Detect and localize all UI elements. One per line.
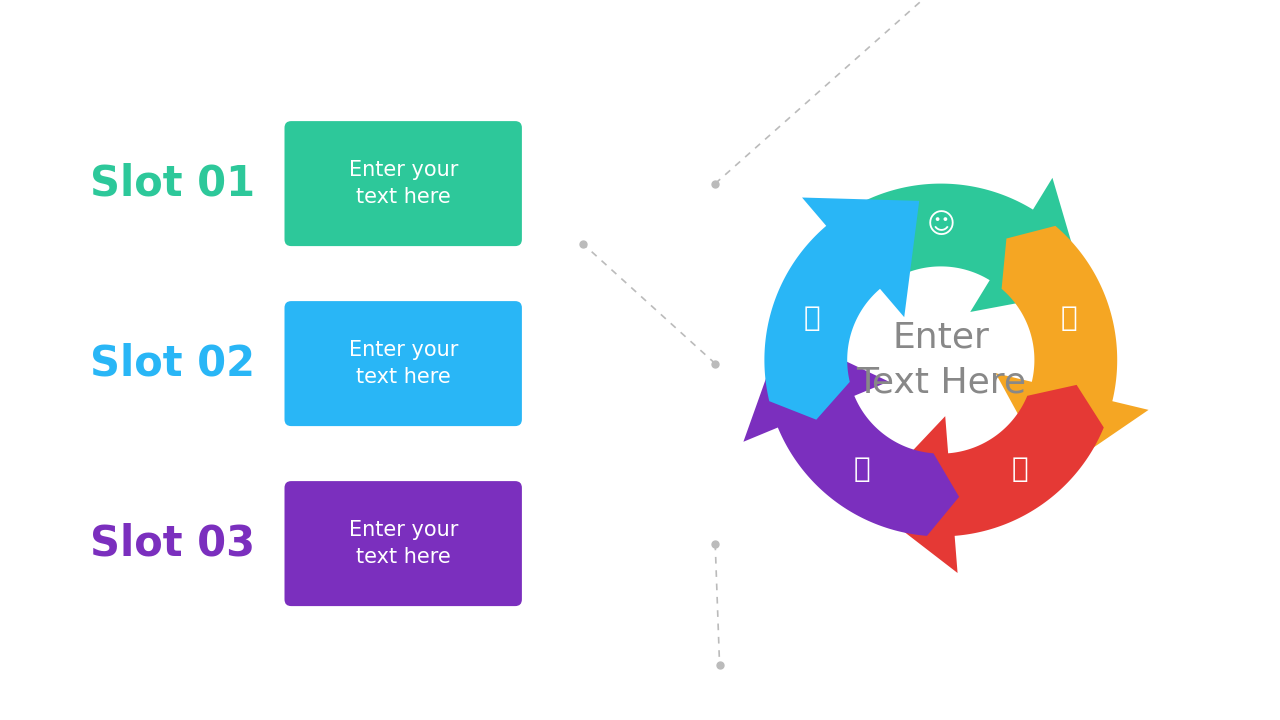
Text: Slot 03: Slot 03 xyxy=(90,523,256,564)
Polygon shape xyxy=(292,137,325,230)
Polygon shape xyxy=(764,197,919,420)
Text: Slot 02: Slot 02 xyxy=(91,343,255,384)
FancyBboxPatch shape xyxy=(284,301,522,426)
Text: Enter your
text here: Enter your text here xyxy=(348,521,458,567)
FancyBboxPatch shape xyxy=(284,481,522,606)
Text: 🔍: 🔍 xyxy=(854,455,870,483)
Text: 💡: 💡 xyxy=(804,305,820,333)
FancyBboxPatch shape xyxy=(284,121,522,246)
Polygon shape xyxy=(292,317,325,410)
Polygon shape xyxy=(996,226,1148,476)
Polygon shape xyxy=(744,331,959,536)
Text: 🏆: 🏆 xyxy=(1061,305,1078,333)
Text: Enter
Text Here: Enter Text Here xyxy=(856,320,1025,400)
Polygon shape xyxy=(846,178,1085,312)
Text: Slot 01: Slot 01 xyxy=(90,163,256,204)
Text: Enter your
text here: Enter your text here xyxy=(348,341,458,387)
Polygon shape xyxy=(865,385,1103,573)
Text: ☺: ☺ xyxy=(927,211,955,239)
Polygon shape xyxy=(292,497,325,590)
Text: 📎: 📎 xyxy=(1011,455,1028,483)
Text: Enter your
text here: Enter your text here xyxy=(348,161,458,207)
